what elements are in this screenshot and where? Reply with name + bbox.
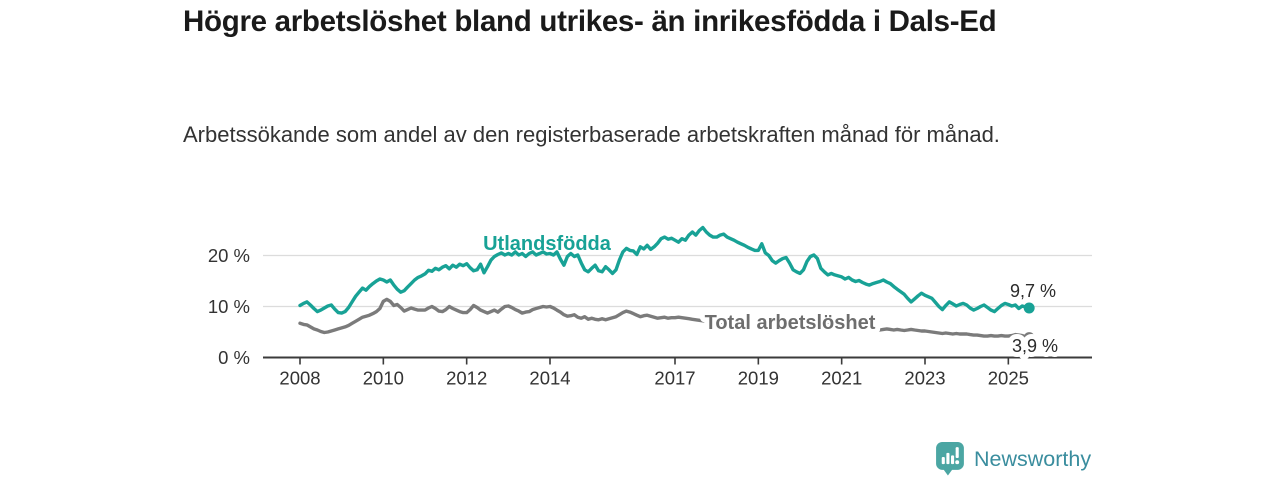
- x-axis-label: 2014: [529, 368, 570, 389]
- x-axis-label: 2010: [363, 368, 404, 389]
- series-label-total-arbetsloshet: Total arbetslöshet: [705, 312, 876, 334]
- logo-bubble-shape: [936, 442, 964, 476]
- newsworthy-attribution[interactable]: Newsworthy: [936, 442, 1091, 476]
- brand-name: Newsworthy: [974, 446, 1092, 471]
- y-axis-label: 20 %: [208, 245, 250, 266]
- series-end-dot-utlandsfodda: [1023, 302, 1035, 314]
- y-axis-label: 0 %: [218, 347, 250, 368]
- chart-annotations: Utlandsfödda Total arbetslöshet 9,7 % 3,…: [483, 233, 1063, 361]
- x-axis-label: 2008: [279, 368, 320, 389]
- x-axis-label: 2025: [988, 368, 1029, 389]
- logo-bar-chart-glyph: [941, 447, 960, 465]
- x-axis-label: 2017: [654, 368, 695, 389]
- series-end-dot-total-arbetsloshet: [1023, 332, 1035, 344]
- newsworthy-logo-icon: [936, 442, 964, 476]
- series-line-utlandsfodda: [298, 225, 1031, 315]
- end-value-label-utlandsfodda: 9,7 %: [1010, 281, 1056, 301]
- chart-subtitle: Arbetssökande som andel av den registerb…: [183, 122, 1000, 147]
- end-value-label-total-arbetsloshet: 3,9 %: [1012, 336, 1058, 356]
- chart-axes-and-series: 0 % 10 % 20 % 2008 2010 2012 2014 2017 2019 2021 2…: [208, 225, 1092, 389]
- y-axis-label: 10 %: [208, 296, 250, 317]
- x-axis-label: 2023: [904, 368, 945, 389]
- x-axis-label: 2021: [821, 368, 862, 389]
- x-axis-label: 2019: [738, 368, 779, 389]
- x-axis-label: 2012: [446, 368, 487, 389]
- chart-title: Högre arbetslöshet bland utrikes- än inr…: [183, 5, 997, 38]
- series-label-utlandsfodda: Utlandsfödda: [483, 233, 612, 255]
- series-line-total-arbetsloshet: [298, 297, 1031, 340]
